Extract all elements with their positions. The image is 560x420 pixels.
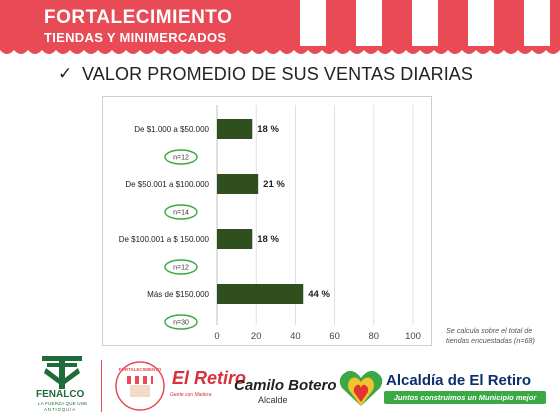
sample-size-badge <box>164 314 198 330</box>
sample-size-badge <box>164 149 198 165</box>
category-label: Más de $150.000 <box>147 290 209 299</box>
category-label: De $1.000 a $50.000 <box>134 125 209 134</box>
value-label: 18 % <box>257 124 279 135</box>
camilo-botero-logo: Camilo Botero <box>234 377 337 394</box>
awning-scallops <box>0 46 560 54</box>
alcalde-label: Alcalde <box>258 395 288 405</box>
sample-size-label: n=12 <box>173 265 189 272</box>
chart-frame: 0 20 40 60 80 100 De $1.000 a $50.000 18 % n=12 D… <box>102 96 432 346</box>
slide-title: VALOR PROMEDIO DE SUS VENTAS DIARIAS <box>82 64 474 84</box>
check-icon: ✓ <box>58 64 73 83</box>
sample-size-badge <box>164 259 198 275</box>
sample-size-label: n=14 <box>173 210 189 217</box>
sample-size-label: n=12 <box>173 155 189 162</box>
x-tick-label: 20 <box>251 331 262 342</box>
bar <box>217 229 253 249</box>
bar <box>217 284 304 304</box>
value-label: 18 % <box>257 234 279 245</box>
el-retiro-logo: El Retiro <box>172 368 247 388</box>
header-banner: FORTALECIMIENTO TIENDAS Y MINIMERCADOS <box>0 0 560 50</box>
fenalco-emblem-icon <box>42 356 82 389</box>
alcaldia-tagline: Juntos construimos un Municipio mejor <box>384 391 546 404</box>
fenalco-logo-text: FENALCO <box>36 389 85 400</box>
bar-chart: 0 20 40 60 80 100 De $1.000 a $50.000 18 % n=12 D… <box>119 105 421 342</box>
value-label: 44 % <box>308 289 330 300</box>
bar <box>217 119 253 139</box>
alcaldia-logo-text: Alcaldía de El Retiro <box>386 372 532 389</box>
fenalco-tagline: LA FUERZA QUE UNE <box>38 401 88 406</box>
x-tick-label: 80 <box>369 331 380 342</box>
alcaldia-heart-icon <box>339 370 383 406</box>
badge-text: FORTALECIMIENTO <box>119 367 162 372</box>
bar <box>217 174 259 194</box>
value-label: 21 % <box>263 179 285 190</box>
awning-stripes <box>270 0 560 50</box>
el-retiro-tagline: Gente con Madera <box>170 392 212 398</box>
footer-logos <box>0 350 560 420</box>
x-tick-label: 100 <box>405 331 421 342</box>
sample-size-badge <box>164 204 198 220</box>
fenalco-region: ANTIOQUIA <box>44 407 76 412</box>
footer-divider <box>101 360 102 412</box>
category-label: De $100.001 a $ 150.000 <box>119 235 210 244</box>
chart-footnote: Se calcula sobre el total de tiendas enc… <box>446 326 535 345</box>
header-subtitle: TIENDAS Y MINIMERCADOS <box>44 30 227 45</box>
fortalecimiento-badge-icon: FORTALECIMIENTO <box>115 361 165 411</box>
x-tick-label: 60 <box>329 331 340 342</box>
x-tick-label: 0 <box>214 331 219 342</box>
sample-size-label: n=30 <box>173 320 189 327</box>
category-label: De $50.001 a $100.000 <box>125 180 209 189</box>
x-tick-label: 40 <box>290 331 301 342</box>
header-title: FORTALECIMIENTO <box>44 7 233 28</box>
